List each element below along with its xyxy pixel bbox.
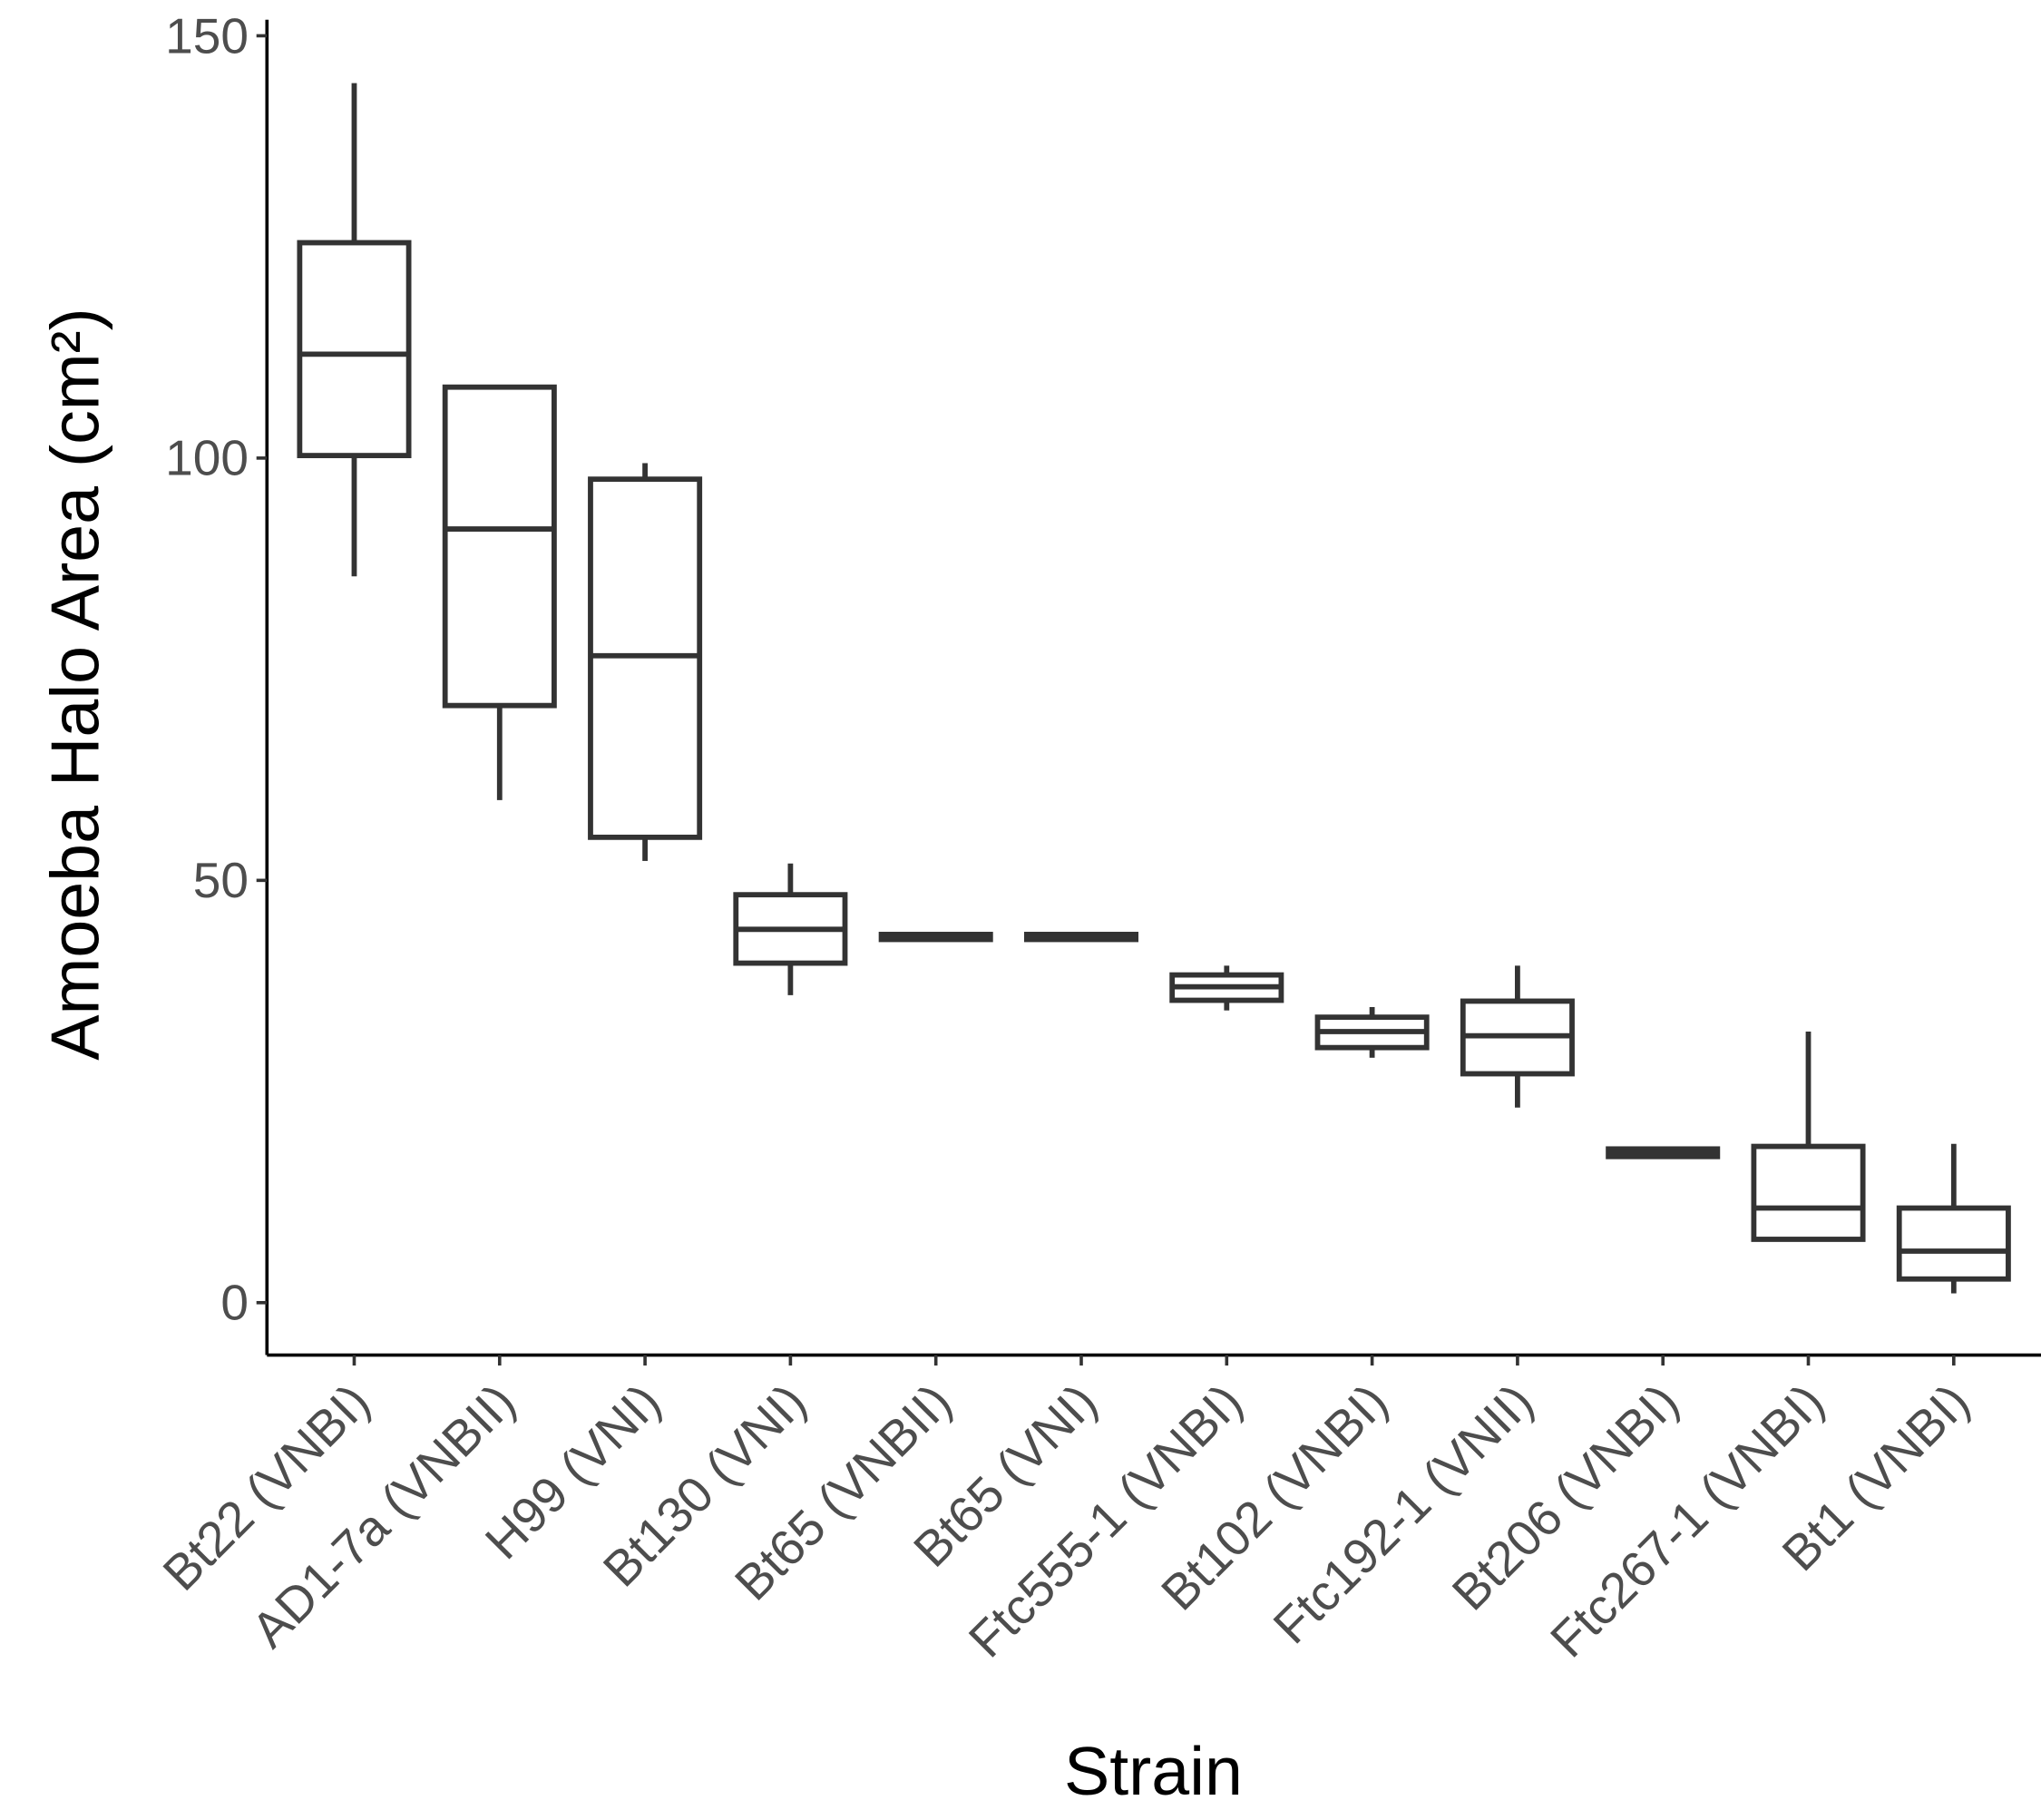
- y-axis-title: Amoeba Halo Area (cm²): [37, 308, 113, 1060]
- x-axis-title: Strain: [1064, 1733, 1243, 1809]
- x-tick-label: Ftc267-1 (VNBI): [1539, 1373, 1834, 1668]
- box: [442, 384, 557, 709]
- y-tick-label: 50: [193, 852, 249, 908]
- box: [297, 240, 412, 458]
- x-tick-label: Ftc192-1 (VNII): [1263, 1373, 1544, 1654]
- y-tick-label: 0: [220, 1275, 249, 1331]
- x-tick-label: AD1-7a (VNBII): [240, 1373, 525, 1658]
- box: [1896, 1205, 2011, 1282]
- y-tick-label: 100: [165, 430, 249, 486]
- x-tick-label: Ftc555-1 (VNBI): [958, 1373, 1253, 1668]
- y-tick-label: 150: [165, 7, 249, 64]
- box: [1751, 1143, 1866, 1242]
